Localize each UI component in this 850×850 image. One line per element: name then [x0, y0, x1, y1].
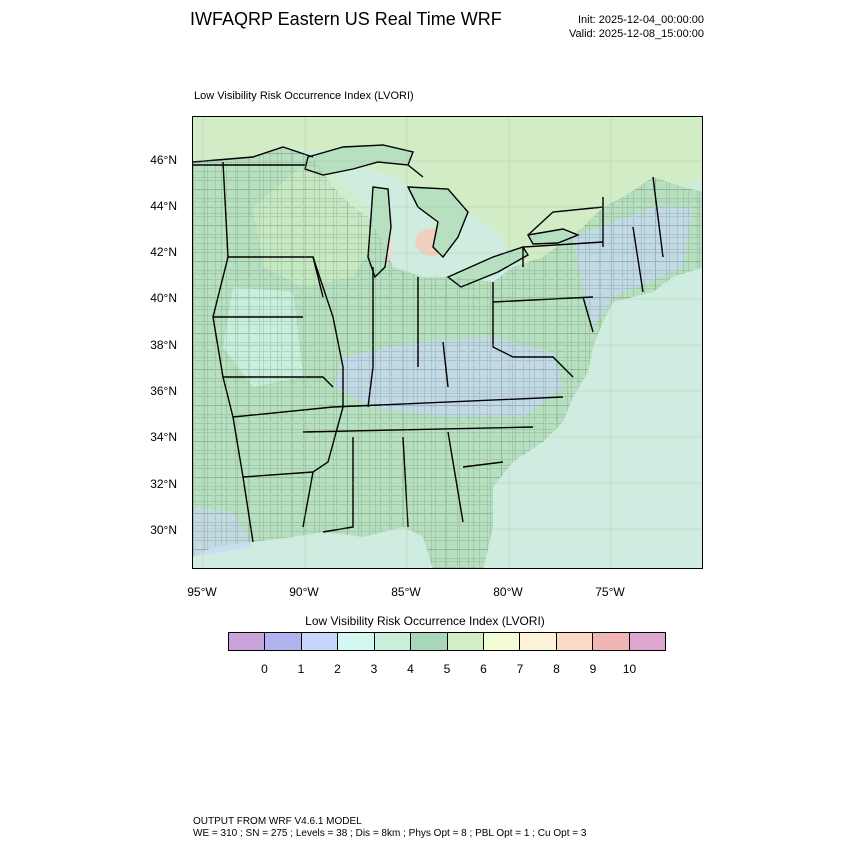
- model-info-line2: WE = 310 ; SN = 275 ; Levels = 38 ; Dis …: [193, 828, 587, 839]
- lat-label: 40°N: [150, 291, 177, 305]
- legend-swatch: [338, 633, 375, 650]
- lon-label: 80°W: [493, 585, 523, 599]
- lon-label: 95°W: [187, 585, 217, 599]
- lat-label: 36°N: [150, 384, 177, 398]
- legend-tick-label: 5: [443, 662, 451, 676]
- legend-tick-label: 10: [622, 662, 637, 676]
- legend-swatch: [520, 633, 557, 650]
- lake-huron: [406, 186, 469, 259]
- legend-swatch: [593, 633, 630, 650]
- time-info: Init: 2025-12-04_00:00:00 Valid: 2025-12…: [569, 13, 704, 41]
- state-boundaries: [193, 146, 664, 543]
- lon-label: 90°W: [289, 585, 319, 599]
- lat-label: 38°N: [150, 338, 177, 352]
- lat-label: 32°N: [150, 477, 177, 491]
- international-border: [193, 164, 604, 236]
- legend-swatch: [265, 633, 302, 650]
- legend-swatch: [301, 633, 339, 650]
- graticule: [193, 117, 702, 568]
- legend-tick-label: 3: [370, 662, 378, 676]
- model-info-line1: OUTPUT FROM WRF V4.6.1 MODEL: [193, 816, 362, 827]
- legend-title: Low Visibility Risk Occurrence Index (LV…: [305, 614, 545, 628]
- lat-label: 46°N: [150, 153, 177, 167]
- map-panel: [192, 116, 703, 569]
- legend-swatch: [447, 633, 484, 650]
- legend-tick-label: 4: [407, 662, 414, 676]
- legend-tick-label: 7: [516, 662, 524, 676]
- lat-label: 34°N: [150, 430, 177, 444]
- legend-tick-label: 6: [480, 662, 487, 676]
- valid-time: Valid: 2025-12-08_15:00:00: [569, 28, 704, 40]
- legend-swatch: [411, 633, 448, 650]
- legend-swatch: [629, 633, 666, 650]
- plot-title: Low Visibility Risk Occurrence Index (LV…: [194, 90, 414, 102]
- figure-title: IWFAQRP Eastern US Real Time WRF: [190, 9, 502, 29]
- lon-label: 85°W: [391, 585, 421, 599]
- county-lines: [193, 147, 702, 568]
- legend-swatch: [229, 633, 266, 650]
- legend-swatch: [556, 633, 594, 650]
- lat-label: 30°N: [150, 523, 177, 537]
- init-time: Init: 2025-12-04_00:00:00: [578, 14, 704, 26]
- model-info: OUTPUT FROM WRF V4.6.1 MODEL WE = 310 ; …: [193, 816, 586, 840]
- legend-tick-label: 8: [553, 662, 560, 676]
- lon-label: 75°W: [595, 585, 625, 599]
- lat-label: 42°N: [150, 245, 177, 259]
- legend-tick-label: 0: [261, 662, 268, 676]
- legend-tick-label: 9: [589, 662, 597, 676]
- legend-tick-label: 2: [334, 662, 341, 676]
- color-legend: [228, 632, 666, 651]
- lat-label: 44°N: [150, 199, 177, 213]
- legend-swatch: [483, 633, 521, 650]
- legend-tick-label: 1: [297, 662, 305, 676]
- map-canvas: [193, 117, 702, 568]
- legend-swatch: [374, 633, 412, 650]
